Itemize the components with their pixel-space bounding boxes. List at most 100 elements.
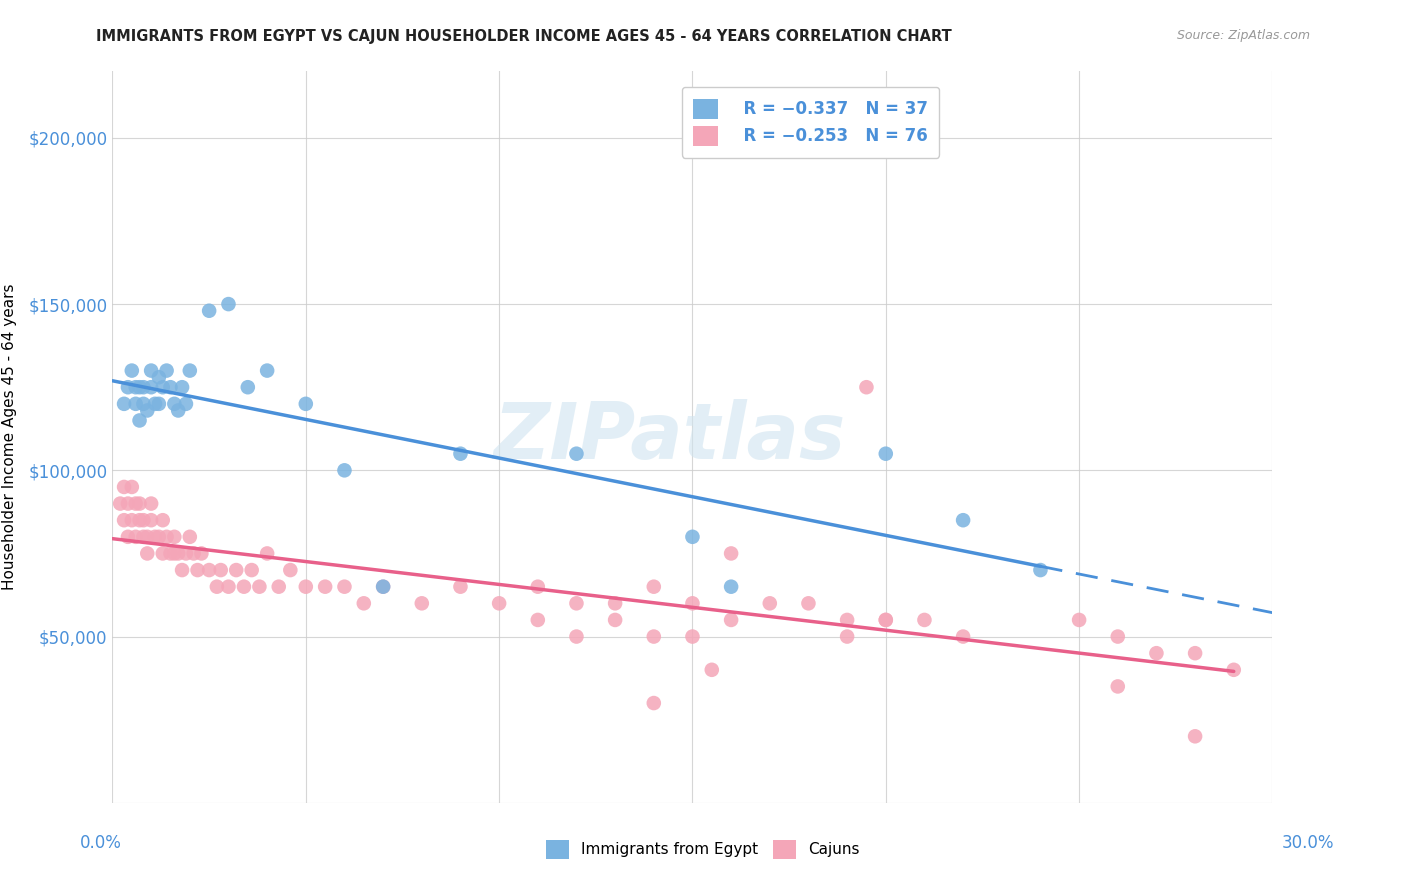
Point [128, 380, 150, 394]
Text: Source: ZipAtlas.com: Source: ZipAtlas.com [1177, 29, 1310, 42]
Point [256, 546, 278, 560]
Point [450, 447, 472, 461]
Point [267, 580, 290, 594]
Point [295, 397, 318, 411]
Point [128, 513, 150, 527]
Point [837, 630, 859, 644]
Point [143, 530, 166, 544]
Point [132, 397, 155, 411]
Point [1029, 563, 1052, 577]
Point [565, 447, 588, 461]
Point [249, 580, 271, 594]
Point [353, 596, 375, 610]
Point [148, 370, 170, 384]
Point [205, 580, 228, 594]
Point [1184, 646, 1206, 660]
Point [218, 297, 240, 311]
Point [148, 530, 170, 544]
Legend: Immigrants from Egypt, Cajuns: Immigrants from Egypt, Cajuns [540, 834, 866, 864]
Point [371, 580, 394, 594]
Point [797, 596, 820, 610]
Point [1069, 613, 1091, 627]
Point [295, 580, 318, 594]
Point [952, 630, 974, 644]
Point [117, 380, 139, 394]
Point [643, 580, 665, 594]
Point [256, 363, 278, 377]
Point [875, 613, 897, 627]
Point [174, 397, 197, 411]
Point [1107, 680, 1129, 694]
Point [527, 580, 550, 594]
Point [914, 613, 936, 627]
Point [124, 530, 148, 544]
Point [875, 613, 897, 627]
Point [136, 530, 159, 544]
Point [167, 403, 190, 417]
Point [156, 530, 179, 544]
Point [240, 563, 263, 577]
Point [720, 580, 742, 594]
Point [121, 480, 143, 494]
Point [132, 380, 155, 394]
Point [411, 596, 433, 610]
Point [183, 546, 205, 560]
Point [152, 513, 174, 527]
Point [179, 530, 201, 544]
Point [198, 563, 221, 577]
Point [855, 380, 877, 394]
Point [124, 497, 148, 511]
Point [163, 530, 186, 544]
Point [128, 497, 150, 511]
Text: 0.0%: 0.0% [80, 834, 122, 852]
Point [121, 513, 143, 527]
Point [643, 696, 665, 710]
Point [198, 303, 221, 318]
Point [682, 630, 704, 644]
Point [141, 380, 163, 394]
Point [488, 596, 510, 610]
Point [124, 397, 148, 411]
Point [117, 497, 139, 511]
Point [143, 397, 166, 411]
Point [720, 546, 742, 560]
Point [159, 380, 181, 394]
Point [156, 363, 179, 377]
Point [371, 580, 394, 594]
Point [233, 580, 256, 594]
Point [117, 530, 139, 544]
Point [112, 397, 135, 411]
Point [643, 630, 665, 644]
Point [450, 580, 472, 594]
Point [141, 363, 163, 377]
Point [128, 413, 150, 427]
Point [112, 513, 135, 527]
Legend:   R = −0.337   N = 37,   R = −0.253   N = 76: R = −0.337 N = 37, R = −0.253 N = 76 [682, 87, 939, 158]
Point [314, 580, 336, 594]
Point [605, 613, 627, 627]
Point [163, 397, 186, 411]
Y-axis label: Householder Income Ages 45 - 64 years: Householder Income Ages 45 - 64 years [3, 284, 17, 591]
Point [136, 546, 159, 560]
Point [527, 613, 550, 627]
Point [124, 380, 148, 394]
Point [179, 363, 201, 377]
Point [875, 447, 897, 461]
Point [167, 546, 190, 560]
Point [333, 580, 356, 594]
Point [837, 613, 859, 627]
Point [186, 563, 209, 577]
Point [132, 530, 155, 544]
Point [132, 513, 155, 527]
Point [141, 497, 163, 511]
Text: 30.0%: 30.0% [1281, 834, 1334, 852]
Point [682, 596, 704, 610]
Point [278, 563, 302, 577]
Point [152, 546, 174, 560]
Point [1146, 646, 1168, 660]
Point [720, 613, 742, 627]
Point [565, 596, 588, 610]
Text: IMMIGRANTS FROM EGYPT VS CAJUN HOUSEHOLDER INCOME AGES 45 - 64 YEARS CORRELATION: IMMIGRANTS FROM EGYPT VS CAJUN HOUSEHOLD… [96, 29, 952, 44]
Point [1184, 729, 1206, 743]
Point [110, 497, 132, 511]
